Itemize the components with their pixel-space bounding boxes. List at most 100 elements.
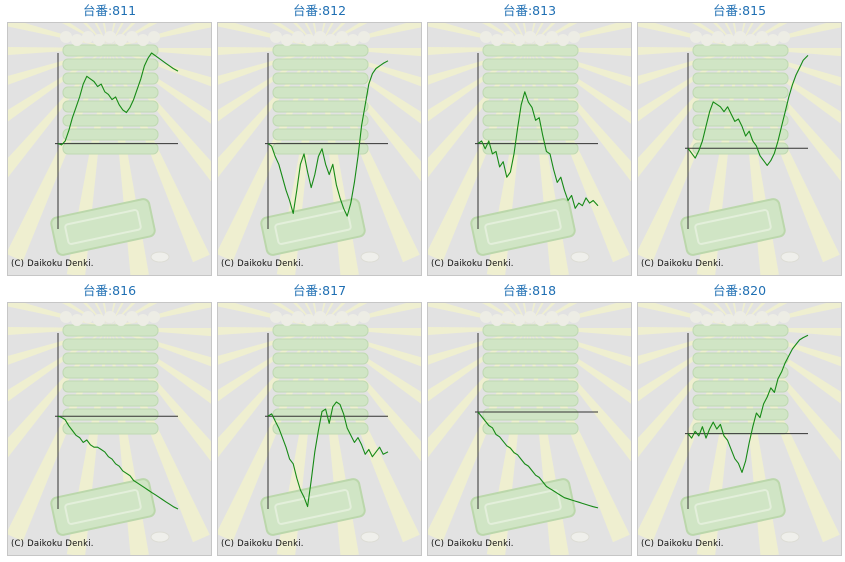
medal-stack-slab (692, 100, 789, 113)
medal-stack-slab (272, 72, 369, 85)
medal-coin (778, 31, 790, 43)
medal-coin (734, 311, 746, 323)
medal-stack-slab (62, 366, 159, 379)
sunburst-ray (638, 303, 739, 328)
medal-stack-slab (482, 100, 579, 113)
background-artwork (638, 23, 841, 275)
medal-tray (50, 478, 156, 536)
medal-tray (680, 198, 786, 256)
chart-panel: (C) Daikoku Denki. (637, 302, 842, 556)
copyright-credit: (C) Daikoku Denki. (641, 259, 724, 269)
medal-coin (148, 31, 160, 43)
copyright-credit: (C) Daikoku Denki. (11, 259, 94, 269)
medal-stack-slab (692, 408, 789, 421)
medal-stack-slab (482, 422, 579, 435)
medal-coin (360, 251, 380, 263)
medal-tray (470, 478, 576, 536)
medal-tray-inner (274, 209, 352, 245)
medal-coin (60, 311, 72, 323)
medal-coin (126, 311, 138, 323)
medal-stack-slab (62, 324, 159, 337)
medal-stack-slab (272, 352, 369, 365)
sunburst-ray (638, 48, 739, 122)
medal-stack-slab (482, 352, 579, 365)
medal-tray-inner (64, 489, 142, 525)
medal-coin (150, 531, 170, 543)
medal-coin (524, 31, 536, 43)
medal-coin (303, 314, 315, 326)
medal-stack-slab (272, 100, 369, 113)
medal-stack-slab (62, 352, 159, 365)
medal-stack-slab (272, 338, 369, 351)
medal-stack-slab (482, 380, 579, 393)
medal-stack-slab (272, 366, 369, 379)
chart-panel: (C) Daikoku Denki. (637, 22, 842, 276)
chart-svg (8, 303, 211, 555)
medal-stack-slab (482, 324, 579, 337)
medal-stack-slab (482, 114, 579, 127)
background-artwork (428, 23, 631, 275)
chart-title: 台番:811 (82, 3, 137, 18)
chart-panel: (C) Daikoku Denki. (217, 22, 422, 276)
chart-svg (8, 23, 211, 275)
series-line (477, 411, 599, 509)
medal-tray-inner (64, 209, 142, 245)
medal-coin (502, 31, 514, 43)
series-line (57, 415, 179, 510)
medal-coin (745, 34, 757, 46)
sunburst-ray (8, 303, 109, 328)
medal-coin (71, 34, 83, 46)
medal-tray-inner (274, 489, 352, 525)
series-line (477, 91, 599, 209)
chart-panel: (C) Daikoku Denki. (7, 302, 212, 556)
series-line (267, 60, 389, 217)
chart-title: 台番:813 (502, 3, 557, 18)
medal-coin (756, 31, 768, 43)
medal-stack-slab (272, 44, 369, 57)
medal-stack-slab (482, 72, 579, 85)
medal-coin (780, 251, 800, 263)
medal-stack-slab (62, 100, 159, 113)
medal-stack-slab (272, 128, 369, 141)
copyright-credit: (C) Daikoku Denki. (431, 539, 514, 549)
chart-svg (428, 303, 631, 555)
medal-tray (260, 478, 366, 536)
medal-coin (270, 31, 282, 43)
medal-coin (712, 31, 724, 43)
medal-stack-slab (62, 422, 159, 435)
medal-coin (546, 311, 558, 323)
medal-coin (568, 31, 580, 43)
medal-stack-slab (272, 86, 369, 99)
medal-coin (314, 31, 326, 43)
chart-panel: (C) Daikoku Denki. (427, 302, 632, 556)
medal-stack-slab (62, 44, 159, 57)
medal-coin (780, 531, 800, 543)
sunburst-ray (638, 23, 739, 48)
medal-coin (535, 34, 547, 46)
medal-tray-inner (484, 489, 562, 525)
medal-stack-slab (272, 422, 369, 435)
medal-coin (314, 311, 326, 323)
medal-stack-slab (62, 86, 159, 99)
chart-title: 台番:817 (292, 283, 347, 298)
medal-stack-slab (272, 394, 369, 407)
series-line (57, 52, 179, 146)
medal-coin (137, 314, 149, 326)
copyright-credit: (C) Daikoku Denki. (221, 259, 304, 269)
chart-svg (638, 23, 841, 275)
medal-coin (723, 314, 735, 326)
chart-svg (218, 303, 421, 555)
medal-coin (93, 314, 105, 326)
chart-title: 台番:815 (712, 3, 767, 18)
medal-stack-slab (62, 128, 159, 141)
medal-stack-slab (692, 380, 789, 393)
medal-coin (480, 311, 492, 323)
medal-coin (347, 314, 359, 326)
copyright-credit: (C) Daikoku Denki. (641, 539, 724, 549)
medal-coin (104, 31, 116, 43)
medal-coin (336, 311, 348, 323)
medal-stack-slab (482, 58, 579, 71)
medal-stack-slab (482, 142, 579, 155)
medal-coin (281, 34, 293, 46)
medal-stack-slab (482, 366, 579, 379)
